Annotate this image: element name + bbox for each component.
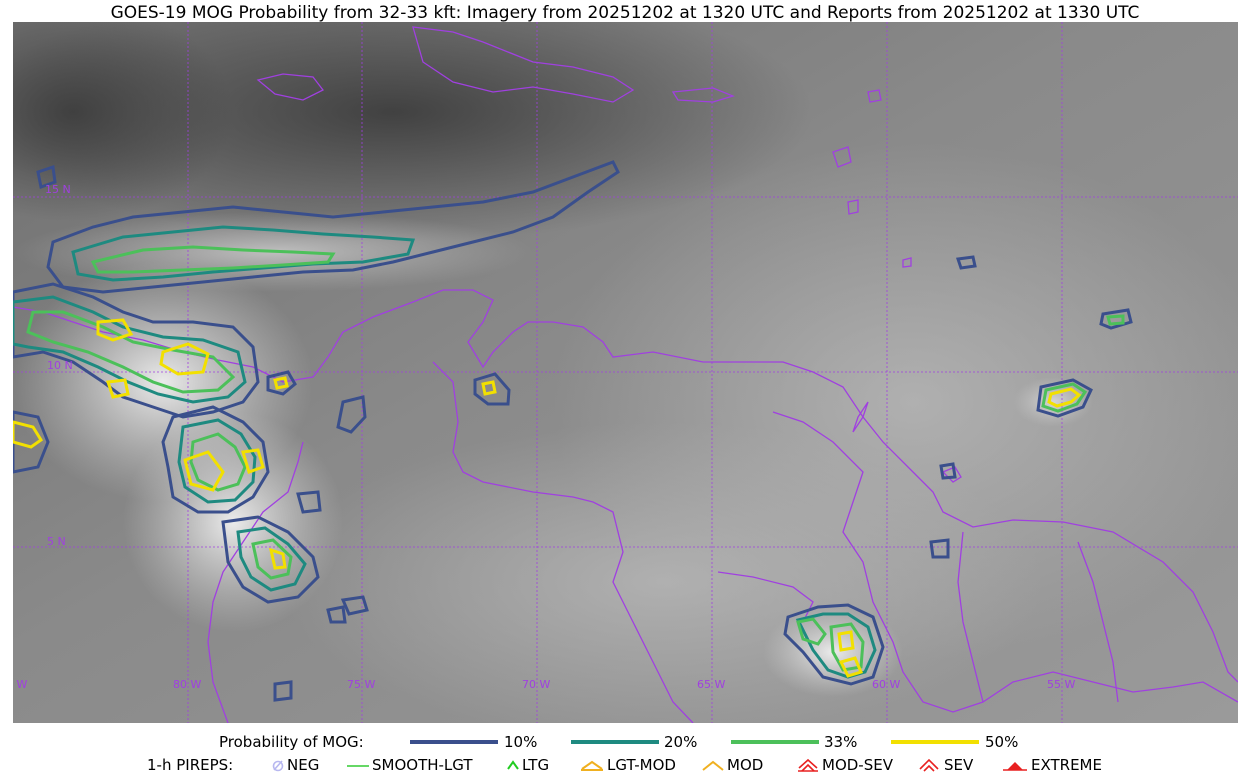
contour-33-guyana-b — [829, 622, 865, 672]
contour-33-atlantic — [1041, 382, 1088, 413]
contour-50-guyana-b — [838, 656, 864, 678]
contour-20-central — [177, 418, 257, 504]
contour-10-central — [161, 405, 270, 514]
contour-33-central — [189, 432, 247, 492]
neg-icon — [272, 760, 284, 772]
legend-label-20: 20% — [664, 733, 698, 751]
lat-label-10n: 10 N — [47, 359, 73, 372]
contour-10-southwest — [221, 515, 320, 604]
lon-label-80w: 80 W — [173, 678, 201, 691]
probability-legend: Probability of MOG: 10% 20% 33% 50% — [0, 732, 1250, 752]
contour-33-cell-l — [1106, 314, 1125, 326]
contour-50-central-a — [183, 450, 225, 492]
map-title: GOES-19 MOG Probability from 32-33 kft: … — [110, 3, 1140, 23]
lat-lon-grid — [13, 22, 1238, 723]
lon-label-60w: 60 W — [872, 678, 900, 691]
contour-50-west-cluster-c — [105, 378, 130, 399]
contour-10-cell-g — [473, 372, 511, 406]
mod-sev-icon — [798, 758, 818, 772]
pirep-label-ltg: LTG — [522, 756, 550, 774]
contour-10-cell-h — [36, 165, 57, 189]
lon-label-55w: 55 W — [1047, 678, 1075, 691]
lon-label-85w: 85 W — [13, 678, 27, 691]
legend-label-33: 33% — [824, 733, 858, 751]
legend-label-10: 10% — [504, 733, 538, 751]
pirep-label-sev: SEV — [944, 756, 974, 774]
contour-10-cell-f — [273, 680, 293, 702]
dry-air-region-west — [13, 22, 233, 222]
contour-50-central-b — [241, 448, 265, 474]
contour-33-southwest — [251, 538, 293, 580]
lon-label-65w: 65 W — [697, 678, 725, 691]
contour-10-north-band — [46, 160, 620, 294]
pirep-label-extreme: EXTREME — [1031, 756, 1102, 774]
contour-20-southwest — [236, 526, 307, 592]
contour-10-guyana — [783, 603, 885, 686]
probability-legend-title: Probability of MOG: — [219, 733, 364, 751]
contour-10-cell-a — [266, 370, 297, 396]
contour-50-west-edge — [13, 420, 44, 449]
contour-50-southwest — [268, 547, 287, 570]
mod-icon — [702, 760, 724, 771]
extreme-icon — [1003, 762, 1027, 771]
contour-10-cell-j — [939, 462, 957, 480]
contour-50-west-cluster-b — [96, 318, 134, 342]
contour-50-guyana-a — [837, 630, 855, 652]
lat-label-15n: 15 N — [45, 183, 71, 196]
contour-20-guyana — [795, 612, 877, 679]
ltg-icon — [507, 760, 519, 770]
smooth-lgt-icon — [347, 765, 369, 767]
contour-50-cell-g — [481, 380, 497, 396]
pireps-legend-title: 1-h PIREPS: — [147, 756, 234, 774]
legend-swatch-20 — [571, 740, 659, 744]
satellite-map: 15 N 10 N 5 N 85 W 80 W 75 W 70 W 65 W 6… — [13, 22, 1238, 723]
contour-50-atlantic — [1047, 387, 1082, 408]
lgt-mod-icon — [581, 760, 603, 771]
contour-10-cell-l — [1099, 308, 1133, 330]
sev-icon — [919, 758, 939, 772]
contour-10-cell-e — [326, 605, 347, 624]
contour-10-cell-b — [336, 395, 367, 434]
contour-33-west-cluster — [26, 310, 236, 394]
pirep-label-mod: MOD — [727, 756, 764, 774]
lon-label-75w: 75 W — [347, 678, 375, 691]
legend-label-50: 50% — [985, 733, 1019, 751]
legend-swatch-10 — [410, 740, 498, 744]
contour-10-cell-i — [956, 255, 977, 270]
pirep-label-smooth-lgt: SMOOTH-LGT — [372, 756, 473, 774]
lon-label-70w: 70 W — [522, 678, 550, 691]
contour-10-west-cluster — [13, 282, 260, 419]
contour-10-west-edge — [13, 410, 50, 474]
mog-contours — [13, 160, 1133, 702]
pirep-label-lgt-mod: LGT-MOD — [607, 756, 676, 774]
pirep-label-neg: NEG — [287, 756, 320, 774]
contour-10-atlantic — [1036, 378, 1093, 418]
contour-50-west-cluster-a — [159, 342, 210, 376]
pireps-legend: 1-h PIREPS: NEG SMOOTH-LGT LTG LGT-MOD M… — [0, 755, 1250, 775]
contour-10-cell-d — [340, 595, 369, 616]
legend-swatch-50 — [891, 740, 979, 744]
pirep-label-mod-sev: MOD-SEV — [822, 756, 893, 774]
contour-33-guyana — [796, 617, 827, 646]
contour-10-cell-c — [296, 490, 322, 514]
contour-33-north-band — [90, 245, 336, 274]
contour-50-cell-a — [273, 376, 289, 390]
contour-20-north-band — [71, 225, 416, 282]
lat-label-5n: 5 N — [47, 535, 66, 548]
legend-swatch-33 — [731, 740, 819, 744]
contour-10-cell-k — [929, 538, 950, 559]
